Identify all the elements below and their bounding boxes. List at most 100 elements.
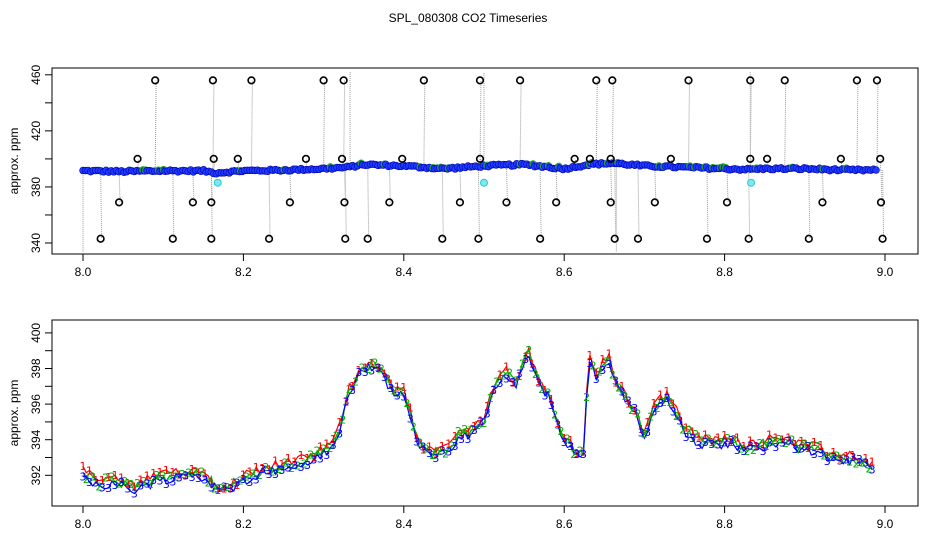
- spike-line: [477, 166, 480, 239]
- series-2-marker: 2: [461, 423, 468, 436]
- spike-line: [595, 80, 598, 165]
- top-panel: 8.0 8.2 8.4 8.6 8.8 9.0 340 380 420 460 approx. …: [7, 64, 919, 279]
- spike-line: [670, 158, 673, 167]
- series-1-marker: 1: [644, 416, 651, 429]
- series-1-marker: 1: [567, 434, 574, 447]
- series-3-marker: 3: [464, 433, 471, 446]
- series-1-marker: 1: [477, 415, 484, 428]
- outlier-point: [363, 234, 372, 243]
- top-y-axis-label: approx. ppm: [7, 128, 21, 195]
- x-tick-label: 8.2: [235, 517, 252, 531]
- series-3-marker: 3: [657, 397, 664, 410]
- series-3-marker: 3: [779, 436, 786, 449]
- series-3-marker: 3: [644, 426, 651, 439]
- series-1-marker: 1: [548, 393, 555, 406]
- series-2-marker: 2: [628, 404, 635, 417]
- series-3-marker: 3: [683, 431, 690, 444]
- series-2-marker: 2: [493, 375, 500, 388]
- series-2-marker: 2: [705, 432, 712, 445]
- series-1-marker: 1: [586, 349, 593, 362]
- series-3-marker: 3: [349, 384, 356, 397]
- series-3-marker: 3: [195, 472, 202, 485]
- series-2-marker: 2: [782, 437, 789, 450]
- series-2-marker: 2: [724, 432, 731, 445]
- series-2-marker: 2: [217, 482, 224, 495]
- series-3-marker: 3: [285, 462, 292, 475]
- series-1-marker: 1: [246, 466, 253, 479]
- series-1-marker: 1: [432, 446, 439, 459]
- series-2-marker: 2: [673, 410, 680, 423]
- series-1-marker: 1: [278, 458, 285, 471]
- spike-line: [654, 166, 657, 203]
- series-3-marker: 3: [413, 436, 420, 449]
- spike-line: [479, 80, 482, 167]
- spike-line: [289, 169, 292, 203]
- outlier-point: [475, 76, 485, 85]
- series-1-marker: 1: [298, 449, 305, 462]
- series-1-marker: 1: [195, 467, 202, 480]
- series-1-marker: 1: [503, 361, 510, 374]
- series-1-marker: 1: [355, 364, 362, 377]
- outlier-point: [207, 234, 216, 243]
- series-2-marker: 2: [391, 384, 398, 397]
- series-1-marker: 1: [805, 442, 812, 455]
- series-2-marker: 2: [160, 469, 167, 482]
- series-1-marker: 1: [593, 366, 600, 379]
- series-3-marker: 3: [535, 376, 542, 389]
- series-3-marker: 3: [105, 482, 112, 495]
- outlier-point: [398, 154, 407, 163]
- series-2-marker: 2: [506, 367, 513, 380]
- series-1-marker: 1: [400, 381, 407, 394]
- series-2-marker: 2: [327, 442, 334, 455]
- spike-line: [784, 80, 787, 169]
- outlier-point: [475, 154, 485, 163]
- series-3-marker: 3: [734, 444, 741, 457]
- baseline-point: [872, 166, 880, 174]
- series-3-marker: 3: [586, 357, 593, 370]
- series-2-marker: 2: [333, 429, 340, 442]
- series-2-marker: 2: [500, 370, 507, 383]
- spike-line: [100, 171, 103, 239]
- series-2-marker: 2: [788, 434, 795, 447]
- series-3-marker: 3: [124, 483, 131, 496]
- series-3-marker: 3: [599, 364, 606, 377]
- outlier-point: [836, 154, 845, 163]
- spike-line: [539, 166, 542, 239]
- series-3-marker: 3: [163, 478, 170, 491]
- series-1-marker: 1: [452, 430, 459, 443]
- series-3-marker: 3: [112, 479, 119, 492]
- series-3-marker: 3: [291, 459, 298, 472]
- series-1-marker: 1: [683, 421, 690, 434]
- series-1-marker: 1: [779, 434, 786, 447]
- series-2-marker: 2: [346, 383, 353, 396]
- series-2-marker: 2: [288, 462, 295, 475]
- series-1-marker: 1: [118, 471, 125, 484]
- outlier-point: [872, 76, 882, 85]
- series-2-marker: 2: [525, 344, 532, 357]
- x-tick-label: 8.4: [395, 517, 412, 531]
- series-2-marker: 2: [622, 390, 629, 403]
- series-3-marker: 3: [375, 362, 382, 375]
- series-3-marker: 3: [99, 482, 106, 495]
- series-3-marker: 3: [169, 475, 176, 488]
- series-3-marker: 3: [227, 482, 234, 495]
- series-2-marker: 2: [609, 368, 616, 381]
- series-2-marker: 2: [699, 434, 706, 447]
- series-2-marker: 2: [153, 469, 160, 482]
- series-1-marker: 1: [439, 440, 446, 453]
- series-3-marker: 3: [824, 455, 831, 468]
- series-2-marker: 2: [371, 357, 378, 370]
- series-1-marker: 1: [349, 380, 356, 393]
- series-1-marker: 1: [792, 438, 799, 451]
- cyan-point: [480, 178, 488, 187]
- series-2-marker: 2: [763, 440, 770, 453]
- series-2-marker: 2: [795, 443, 802, 456]
- cyan-point: [747, 178, 756, 187]
- series-1-marker: 1: [772, 432, 779, 445]
- series-1-marker: 1: [137, 474, 144, 487]
- outlier-point: [285, 198, 295, 207]
- series-3-marker: 3: [445, 445, 452, 458]
- series-2-marker: 2: [205, 477, 212, 490]
- spike-line: [880, 170, 883, 203]
- series-2-marker: 2: [262, 461, 269, 474]
